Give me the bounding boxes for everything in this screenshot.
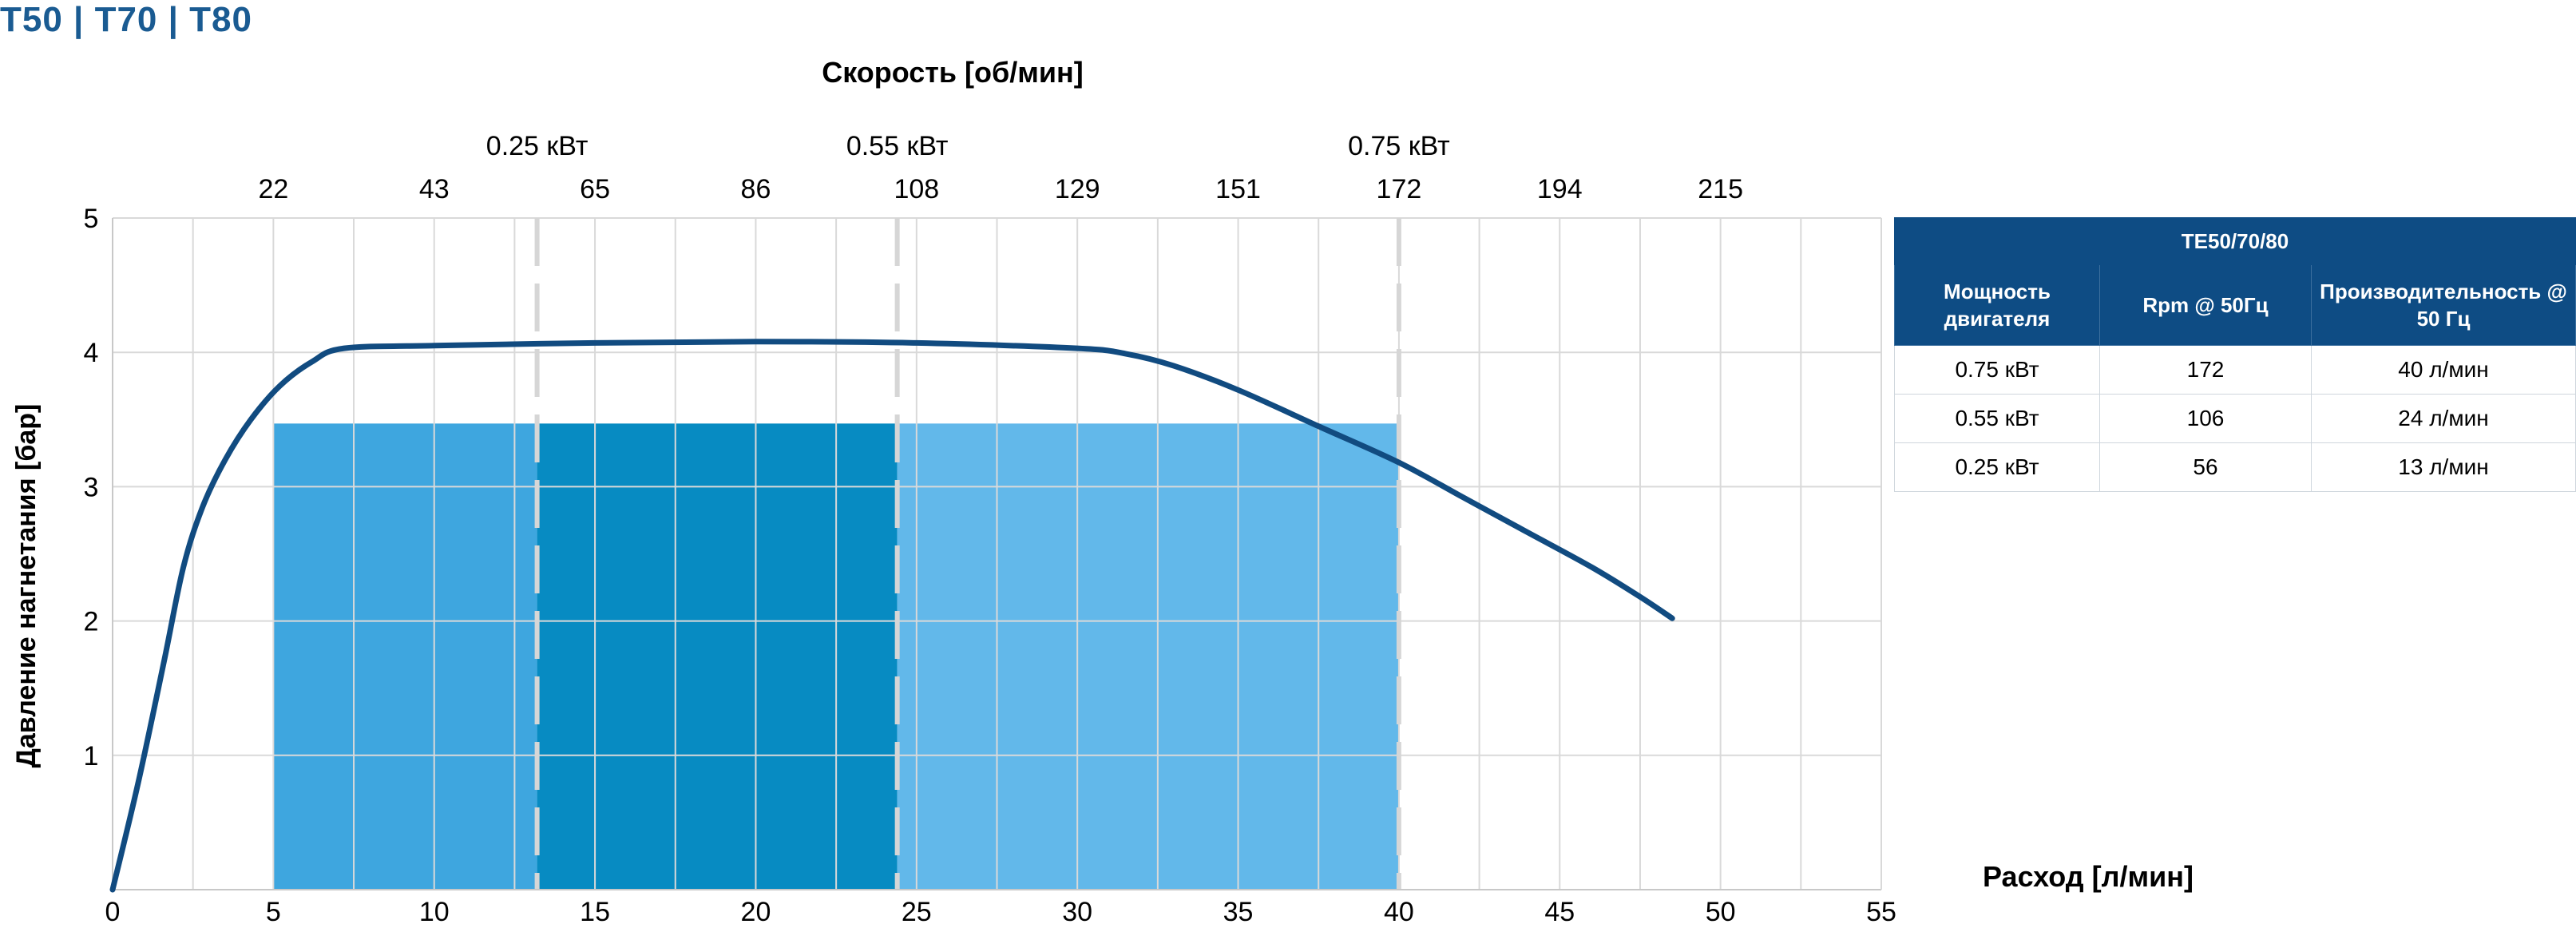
table-cell: 0.55 кВт — [1894, 394, 2100, 443]
chart-axes — [112, 218, 1882, 890]
speed-tick-label: 65 — [580, 174, 610, 204]
y-tick-label: 4 — [84, 338, 99, 368]
chart-series — [109, 339, 1675, 893]
y-tick-label: 1 — [84, 741, 99, 771]
chart-grid — [113, 217, 1882, 890]
operating-regions — [273, 423, 1399, 890]
speed-tick-label: 43 — [419, 174, 450, 204]
speed-tick-label: 215 — [1698, 174, 1743, 204]
x-tick-label: 10 — [419, 897, 450, 927]
speed-tick-label: 108 — [894, 174, 939, 204]
table-header-rpm: Rpm @ 50Гц — [2099, 264, 2312, 346]
speed-tick-label: 22 — [258, 174, 288, 204]
x-tick-label: 50 — [1706, 897, 1736, 927]
speed-tick-label: 86 — [741, 174, 771, 204]
x-tick-label: 20 — [741, 897, 771, 927]
x-tick-label: 35 — [1223, 897, 1254, 927]
x-tick-label: 5 — [266, 897, 281, 927]
page-title: T50 | T70 | T80 — [0, 0, 252, 39]
table-header-power: Мощность двигателя — [1894, 264, 2100, 346]
x-tick-label: 25 — [902, 897, 932, 927]
power-marker-label: 0.25 кВт — [486, 131, 589, 161]
table-cell: 172 — [2099, 345, 2312, 395]
speed-tick-label: 194 — [1537, 174, 1583, 204]
table-cell: 0.25 кВт — [1894, 442, 2100, 492]
table-row: 0.75 кВт 172 40 л/мин — [1894, 345, 2576, 395]
pressure-curve-line — [109, 339, 1675, 893]
power-marker-lines — [534, 218, 1401, 890]
table-title: TE50/70/80 — [1894, 217, 2576, 265]
x-axis-title: Расход [л/мин] — [1983, 860, 2194, 893]
speed-tick-label: 151 — [1215, 174, 1261, 204]
operating-region — [537, 423, 898, 890]
table-cell: 13 л/мин — [2311, 442, 2576, 492]
table-cell: 0.75 кВт — [1894, 345, 2100, 395]
y-tick-label: 2 — [84, 607, 99, 637]
x-tick-label: 55 — [1866, 897, 1896, 927]
motor-spec-table: TE50/70/80 Мощность двигателя Rpm @ 50Гц… — [1894, 217, 2576, 492]
speed-tick-label: 172 — [1377, 174, 1422, 204]
speed-tick-label: 129 — [1055, 174, 1100, 204]
operating-region — [273, 423, 537, 890]
x-tick-label: 30 — [1062, 897, 1092, 927]
x-tick-label: 0 — [105, 897, 121, 927]
y-axis-title: Давление нагнетания [бар] — [11, 404, 42, 768]
table-cell: 24 л/мин — [2311, 394, 2576, 443]
table-cell: 56 — [2099, 442, 2312, 492]
table-cell: 40 л/мин — [2311, 345, 2576, 395]
x-tick-label: 45 — [1544, 897, 1575, 927]
table-row: 0.55 кВт 106 24 л/мин — [1894, 394, 2576, 443]
x-tick-label: 40 — [1384, 897, 1414, 927]
power-marker-label: 0.75 кВт — [1348, 131, 1450, 161]
operating-region — [897, 423, 1399, 890]
speed-axis-title: Скорость [об/мин] — [822, 56, 1084, 89]
table-header-capacity: Производительность @ 50 Гц — [2311, 264, 2576, 346]
table-cell: 106 — [2099, 394, 2312, 443]
y-tick-label: 3 — [84, 472, 99, 502]
power-marker-label: 0.55 кВт — [846, 131, 949, 161]
table-row: 0.25 кВт 56 13 л/мин — [1894, 442, 2576, 492]
x-tick-label: 15 — [580, 897, 610, 927]
y-tick-label: 5 — [84, 204, 99, 234]
